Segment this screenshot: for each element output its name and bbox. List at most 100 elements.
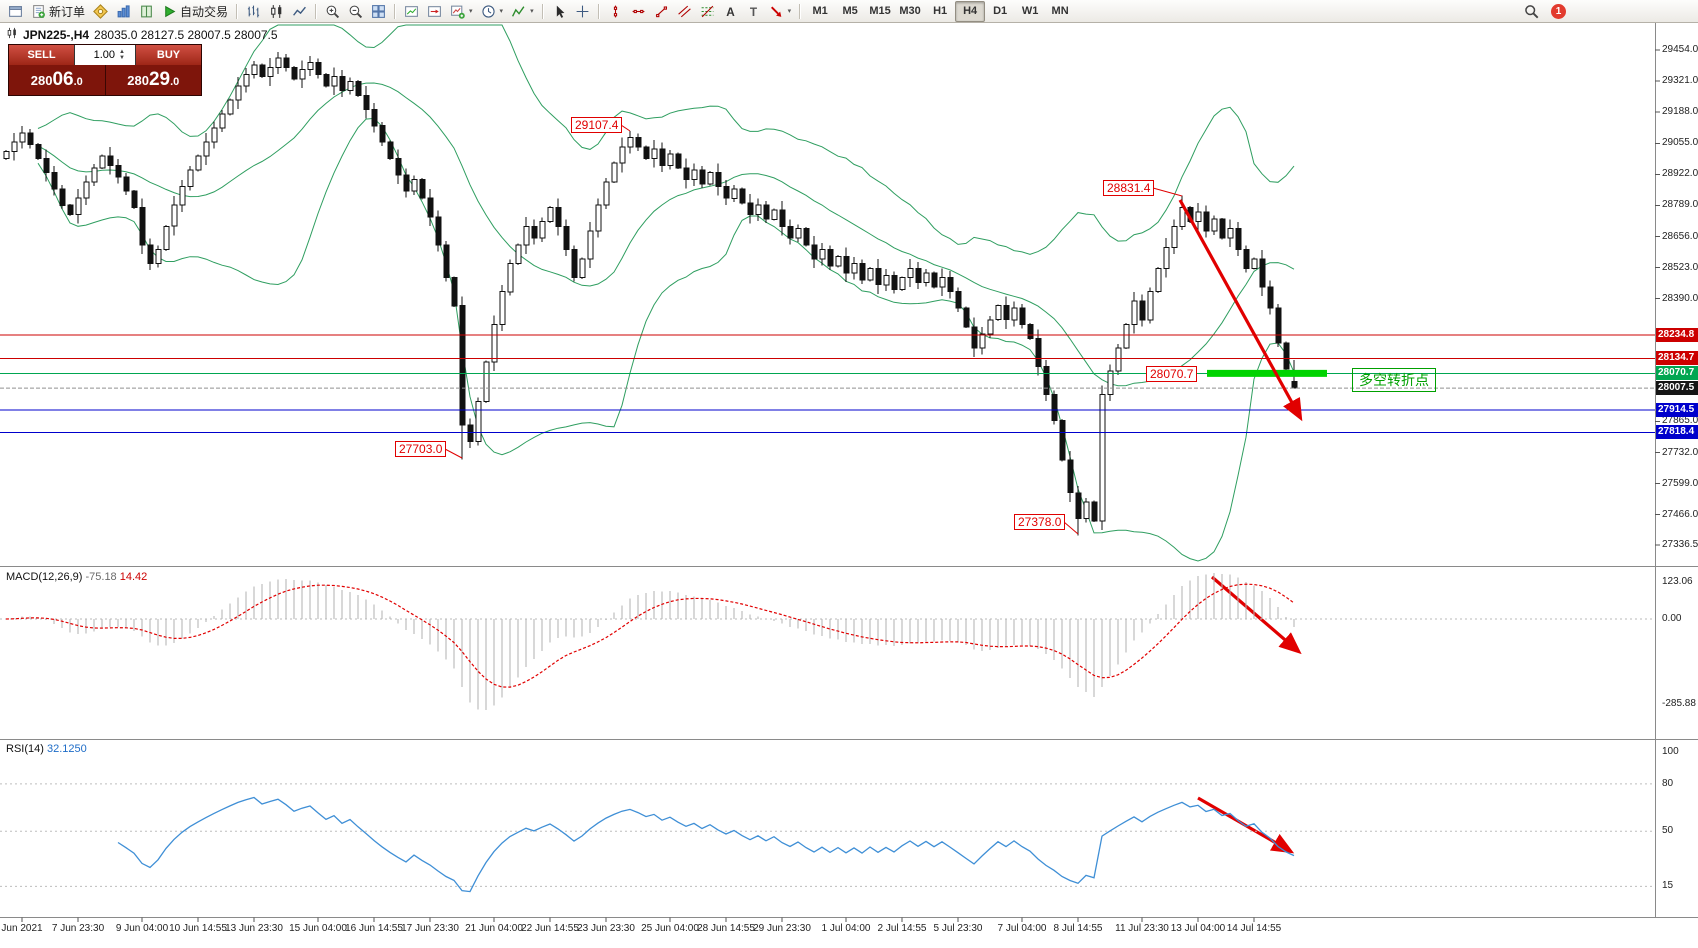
- metaeditor-button[interactable]: [89, 1, 112, 22]
- time-tick: 8 Jul 14:55: [1053, 923, 1103, 934]
- time-tick: 29 Jun 23:30: [753, 923, 811, 934]
- text-button[interactable]: A: [719, 1, 742, 22]
- sell-button[interactable]: SELL: [9, 45, 74, 65]
- time-tick: 13 Jun 23:30: [225, 923, 283, 934]
- zoom-out-button[interactable]: [344, 1, 367, 22]
- price-label-29107.4[interactable]: 29107.4: [571, 117, 623, 133]
- navigator-icon: [139, 4, 154, 19]
- price-label-28070.7[interactable]: 28070.7: [1146, 366, 1198, 382]
- equidistant-channel-button[interactable]: [673, 1, 696, 22]
- turning-point-note[interactable]: 多空转折点: [1352, 368, 1436, 392]
- price-tick: 29188.0: [1662, 106, 1698, 118]
- macd-main-value: -75.18: [85, 571, 117, 583]
- auto-arrange-button[interactable]: [400, 1, 423, 22]
- tile-windows-icon: [371, 4, 386, 19]
- price-label-27378.0[interactable]: 27378.0: [1014, 514, 1066, 530]
- text-label-button[interactable]: T: [742, 1, 765, 22]
- line-chart-icon: [292, 4, 307, 19]
- tf-M5-button[interactable]: M5: [842, 5, 858, 17]
- price-label-27703.0[interactable]: 27703.0: [395, 441, 447, 457]
- horizontal-line-button[interactable]: [627, 1, 650, 22]
- tf-H4-button[interactable]: H4: [955, 0, 986, 22]
- axis-price-flag-28134.7: 28134.7: [1656, 351, 1698, 366]
- rsi-line: [117, 796, 1295, 893]
- line-chart-button[interactable]: [288, 1, 311, 22]
- time-tick: 11 Jul 23:30: [1115, 923, 1169, 934]
- buy-button[interactable]: BUY: [136, 45, 201, 65]
- indicators-button[interactable]: ▾: [507, 1, 538, 22]
- chart-window-button[interactable]: [4, 1, 27, 22]
- data-window-icon: [116, 4, 131, 19]
- horizontal-line-icon: [631, 4, 646, 19]
- svg-text:T: T: [749, 5, 757, 18]
- trend-arrow-2[interactable]: [1210, 575, 1302, 655]
- trendline-button[interactable]: [650, 1, 673, 22]
- notification-badge[interactable]: 1: [1551, 3, 1566, 19]
- tf-W1-button[interactable]: W1: [1021, 5, 1039, 17]
- tf-MN-button[interactable]: MN: [1051, 5, 1069, 17]
- arrows-tool-button[interactable]: ▾: [765, 1, 796, 22]
- macd-tick: -285.88: [1662, 697, 1696, 709]
- new-order-button[interactable]: 新订单: [27, 1, 89, 22]
- chart-shift-button[interactable]: [423, 1, 446, 22]
- price-tick: 29454.0: [1662, 44, 1698, 55]
- candle-chart-button[interactable]: [265, 1, 288, 22]
- toolbar-separator: [799, 3, 802, 19]
- price-tick: 27599.0: [1662, 477, 1698, 489]
- bar-chart-button[interactable]: [242, 1, 265, 22]
- auto-arrange-icon: [404, 4, 419, 19]
- price-tick: 28922.0: [1662, 168, 1698, 180]
- toolbar-separator: [394, 3, 397, 19]
- tf-M30-button[interactable]: M30: [899, 5, 921, 17]
- navigator-button[interactable]: [135, 1, 158, 22]
- time-tick: 15 Jun 04:00: [289, 923, 347, 934]
- time-tick: 23 Jun 23:30: [577, 923, 635, 934]
- toolbar-separator: [236, 3, 239, 19]
- zoom-in-button[interactable]: [321, 1, 344, 22]
- trend-arrow-1[interactable]: [1178, 199, 1303, 422]
- volume-input[interactable]: [75, 49, 117, 61]
- crosshair-button[interactable]: [571, 1, 594, 22]
- tf-D1-button[interactable]: D1: [993, 5, 1008, 17]
- time-tick: 9 Jun 04:00: [115, 923, 169, 934]
- sell-price[interactable]: 280 06.0: [9, 65, 106, 95]
- axis-price-flag-28070.7: 28070.7: [1656, 366, 1698, 381]
- trendline-icon: [654, 4, 669, 19]
- new-order-label: 新订单: [49, 4, 86, 19]
- time-tick: 13 Jul 04:00: [1170, 923, 1226, 934]
- periods-button[interactable]: ▾: [477, 1, 508, 22]
- new-chart-button[interactable]: ▾: [446, 1, 477, 22]
- price-tick: 29055.0: [1662, 137, 1698, 149]
- vertical-line-button[interactable]: [604, 1, 627, 22]
- volume-decrease-button[interactable]: ▼: [119, 55, 125, 61]
- rsi-tick: 80: [1662, 777, 1674, 789]
- buy-price[interactable]: 280 29.0: [105, 65, 201, 95]
- fibonacci-button[interactable]: [696, 1, 719, 22]
- tile-windows-button[interactable]: [367, 1, 390, 22]
- periods-icon: [481, 4, 496, 19]
- volume-increase-button[interactable]: ▲: [119, 49, 125, 55]
- indicators-icon: [511, 4, 526, 19]
- search-button[interactable]: [1520, 1, 1543, 22]
- axis-price-flag-27914.5: 27914.5: [1656, 402, 1698, 417]
- time-tick: 21 Jun 04:00: [465, 923, 523, 934]
- volume-box: ▲ ▼: [74, 45, 136, 65]
- tf-M15-button[interactable]: M15: [869, 5, 891, 17]
- price-label-28831.4[interactable]: 28831.4: [1103, 180, 1155, 196]
- candles: [3, 52, 1298, 536]
- price-tick: 27466.0: [1662, 508, 1698, 520]
- cursor-icon: [552, 4, 567, 19]
- autotrading-button[interactable]: 自动交易: [158, 1, 232, 22]
- rsi-tick: 100: [1662, 746, 1679, 758]
- tf-H1-button[interactable]: H1: [933, 5, 948, 17]
- cursor-button[interactable]: [548, 1, 571, 22]
- tf-M1-button[interactable]: M1: [812, 5, 828, 17]
- toolbar-separator: [597, 3, 600, 19]
- label-leader-line: [620, 124, 631, 132]
- price-tick: 29321.0: [1662, 75, 1698, 87]
- autotrading-label: 自动交易: [180, 4, 229, 19]
- data-window-button[interactable]: [112, 1, 135, 22]
- axis-tick-marks: [21, 49, 1660, 922]
